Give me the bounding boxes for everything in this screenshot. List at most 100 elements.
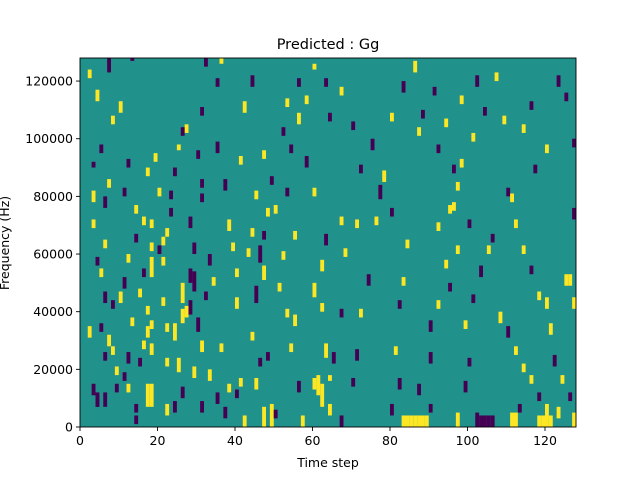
- heatmap-cell-positive: [126, 383, 131, 393]
- heatmap-cell-negative: [223, 406, 228, 419]
- heatmap-cell-negative: [506, 326, 511, 338]
- heatmap-cell-positive: [145, 167, 150, 177]
- heatmap-cell-positive: [289, 343, 294, 353]
- heatmap-cell-positive: [165, 228, 170, 237]
- heatmap-cell-negative: [351, 121, 356, 131]
- heatmap-cell-positive: [312, 187, 317, 197]
- heatmap-cell-positive: [564, 274, 569, 286]
- heatmap-cell-positive: [269, 403, 274, 427]
- heatmap-cell-negative: [355, 349, 359, 361]
- heatmap-cell-positive: [176, 144, 181, 151]
- heatmap-cell-positive: [312, 282, 317, 298]
- heatmap-cell-positive: [320, 303, 325, 312]
- heatmap-cell-positive: [161, 297, 166, 306]
- heatmap-cell-positive: [537, 415, 542, 427]
- heatmap-cell-negative: [223, 179, 228, 191]
- y-tick-label: 0: [65, 420, 73, 435]
- heatmap-cell-positive: [455, 181, 460, 191]
- heatmap-cell-negative: [114, 383, 119, 393]
- heatmap-cell-negative: [134, 233, 139, 243]
- heatmap-cell-positive: [401, 277, 406, 286]
- heatmap-cell-negative: [506, 187, 511, 197]
- heatmap-cell-negative: [103, 291, 108, 304]
- x-tick-label: 20: [150, 433, 166, 448]
- heatmap-cell-positive: [545, 403, 549, 419]
- heatmap-cell-negative: [297, 78, 301, 87]
- heatmap-cell-negative: [331, 352, 336, 364]
- heatmap-cell-negative: [537, 392, 542, 402]
- heatmap-cell-negative: [475, 75, 480, 87]
- heatmap-cell-negative: [235, 389, 239, 399]
- heatmap-cell-positive: [200, 340, 204, 353]
- heatmap-cell-positive: [444, 118, 449, 128]
- heatmap-cell-negative: [378, 184, 383, 200]
- heatmap-cell-negative: [467, 357, 472, 367]
- heatmap-cell-positive: [300, 415, 305, 427]
- heatmap-cell-positive: [254, 377, 259, 390]
- heatmap-cell-positive: [436, 300, 441, 309]
- heatmap-cell-negative: [359, 164, 363, 174]
- x-axis-label: Time step: [296, 455, 359, 470]
- heatmap-cell-negative: [568, 392, 573, 402]
- heatmap-cell-negative: [328, 112, 332, 122]
- heatmap-cell-positive: [235, 297, 239, 309]
- heatmap-cell-positive: [231, 242, 235, 252]
- heatmap-cell-positive: [118, 291, 123, 304]
- heatmap-cell-positive: [254, 190, 259, 200]
- heatmap-cell-positive: [273, 205, 278, 214]
- heatmap-cell-negative: [266, 352, 270, 361]
- heatmap-cell-positive: [250, 331, 255, 341]
- heatmap-cell-positive: [510, 193, 514, 203]
- heatmap-cell-negative: [452, 164, 456, 174]
- heatmap-cell-positive: [293, 314, 297, 327]
- heatmap-cell-positive: [541, 415, 545, 427]
- heatmap-cell-negative: [351, 377, 356, 387]
- heatmap-cell-positive: [277, 282, 282, 292]
- heatmap-cell-positive: [99, 268, 104, 278]
- heatmap-cell-negative: [215, 141, 220, 154]
- heatmap-cell-negative: [490, 233, 495, 243]
- heatmap-cell-negative: [479, 415, 483, 427]
- heatmap-cell-positive: [114, 366, 119, 376]
- heatmap-cell-positive: [149, 343, 154, 355]
- heatmap-cell-negative: [126, 158, 131, 168]
- heatmap-cell-negative: [479, 265, 483, 278]
- heatmap-cell-positive: [312, 63, 317, 70]
- heatmap-cell-positive: [417, 127, 421, 136]
- heatmap-cell-positive: [227, 383, 232, 393]
- heatmap-cell-negative: [200, 107, 204, 116]
- heatmap-cell-positive: [211, 277, 216, 286]
- heatmap-cell-positive: [293, 230, 297, 240]
- heatmap-cell-negative: [483, 107, 487, 116]
- heatmap-cell-negative: [552, 354, 557, 367]
- heatmap-cell-positive: [142, 340, 146, 350]
- heatmap-cell-positive: [165, 357, 170, 367]
- heatmap-cell-negative: [215, 78, 220, 87]
- heatmap-cell-positive: [285, 308, 290, 318]
- heatmap-cell-negative: [122, 187, 127, 197]
- heatmap-cell-positive: [173, 323, 177, 341]
- heatmap-cell-positive: [87, 69, 92, 79]
- heatmap-cell-negative: [397, 377, 402, 390]
- heatmap-cell-negative: [200, 401, 204, 413]
- heatmap-cell-negative: [529, 101, 534, 110]
- heatmap-cell-negative: [281, 127, 286, 136]
- y-axis-ticks: 0 20000 40000 60000 80000 100000 120000: [25, 74, 80, 435]
- heatmap-cell-positive: [502, 115, 507, 125]
- heatmap-cell-negative: [103, 352, 108, 361]
- heatmap-cell-positive: [320, 383, 325, 407]
- heatmap-cell-positive: [459, 158, 464, 168]
- y-axis-label: Frequency (Hz): [0, 196, 12, 290]
- heatmap-cell-positive: [165, 323, 170, 332]
- heatmap-cell-negative: [339, 415, 344, 427]
- heatmap-cell-negative: [169, 207, 173, 217]
- y-tick-label: 40000: [33, 304, 73, 319]
- heatmap-cell-negative: [111, 300, 115, 309]
- x-tick-label: 100: [456, 433, 480, 448]
- heatmap-cell-positive: [219, 58, 224, 64]
- heatmap-cell-negative: [471, 294, 476, 304]
- heatmap-cell-negative: [486, 415, 491, 427]
- heatmap-cell-negative: [483, 415, 487, 427]
- heatmap-cell-negative: [200, 193, 204, 203]
- heatmap-cell-negative: [95, 256, 100, 266]
